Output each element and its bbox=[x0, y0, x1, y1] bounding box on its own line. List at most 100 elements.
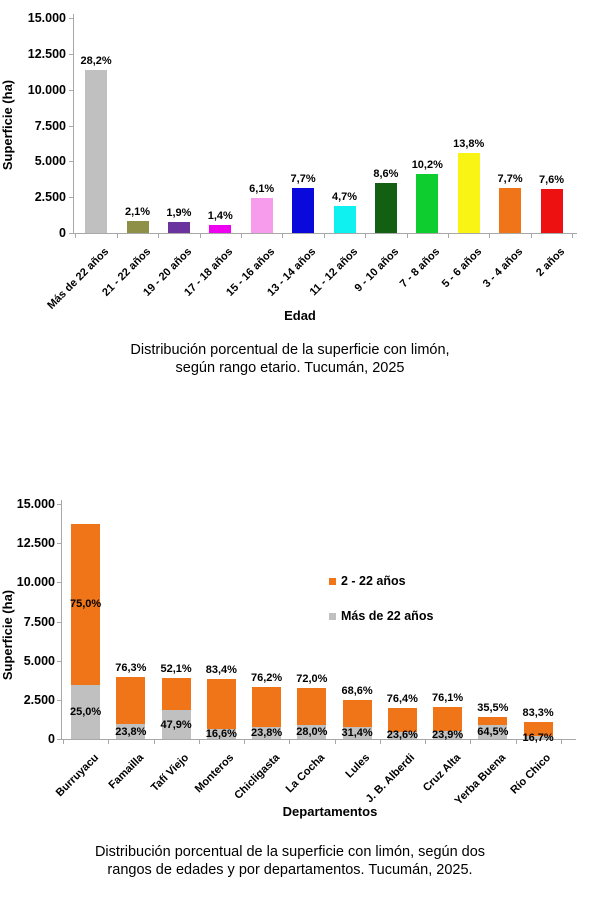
y-tick bbox=[69, 161, 73, 163]
x-axis-line bbox=[73, 233, 577, 234]
bar-percent-label: 52,1% bbox=[160, 663, 192, 676]
x-tick bbox=[425, 740, 426, 744]
y-tick bbox=[57, 621, 61, 623]
y-tick bbox=[69, 125, 73, 127]
legend-item: Más de 22 años bbox=[329, 609, 433, 623]
x-tick bbox=[199, 234, 201, 238]
bar-segment-bottom bbox=[206, 729, 236, 739]
bar-percent-label: 16,7% bbox=[522, 731, 554, 744]
x-tick bbox=[241, 234, 242, 238]
bar-segment-top bbox=[478, 717, 508, 725]
bar-percent-label: 16,6% bbox=[205, 728, 237, 741]
caption-line: rangos de edades y por departamentos. Tu… bbox=[107, 862, 473, 878]
y-tick-label: 0 bbox=[59, 226, 66, 240]
bar-percent-label: 7,7% bbox=[290, 173, 316, 186]
x-tick bbox=[334, 740, 336, 744]
x-tick bbox=[153, 740, 155, 744]
legend-item: 2 - 22 años bbox=[329, 574, 406, 588]
bar-segment-top bbox=[387, 707, 417, 732]
bar-segment-bottom bbox=[161, 710, 191, 739]
x-tick bbox=[198, 740, 200, 744]
bar-segment-bottom bbox=[523, 736, 553, 739]
y-tick-label: 5.000 bbox=[23, 653, 55, 668]
y-tick-label: 12.500 bbox=[27, 46, 66, 61]
caption-line: Distribución porcentual de la superficie… bbox=[94, 844, 486, 860]
bar-segment-bottom bbox=[71, 685, 101, 739]
x-tick bbox=[108, 740, 110, 744]
y-axis-line bbox=[73, 14, 74, 233]
y-axis-line bbox=[61, 500, 62, 739]
bar-segment-bottom bbox=[387, 731, 417, 739]
y-tick-label: 5.000 bbox=[34, 154, 66, 169]
bar-segment-bottom bbox=[297, 724, 327, 739]
y-tick bbox=[57, 699, 61, 701]
bar-segment-top bbox=[523, 722, 553, 737]
y-tick bbox=[57, 660, 61, 662]
y-tick bbox=[69, 89, 73, 91]
bar-segment-bottom bbox=[342, 726, 372, 739]
bar-segment-top bbox=[342, 699, 372, 727]
bar bbox=[85, 69, 108, 233]
bar-segment-top bbox=[433, 707, 463, 732]
bar bbox=[250, 197, 273, 233]
y-tick bbox=[69, 53, 73, 55]
bar-percent-label: 7,6% bbox=[538, 173, 565, 186]
x-tick bbox=[323, 234, 325, 238]
y-tick bbox=[69, 233, 73, 234]
bar-percent-label: 76,4% bbox=[386, 692, 418, 705]
bar-segment-bottom bbox=[252, 726, 282, 739]
bar bbox=[499, 188, 522, 233]
bar-percent-label: 64,5% bbox=[477, 725, 509, 738]
bar-percent-label: 76,2% bbox=[251, 671, 283, 684]
legend-swatch bbox=[329, 612, 336, 620]
bar-percent-label: 25,0% bbox=[70, 706, 102, 719]
x-axis-title: Edad bbox=[284, 308, 316, 323]
bar-percent-label: 28,2% bbox=[80, 54, 112, 67]
x-axis-line bbox=[61, 739, 576, 740]
y-tick-label: 10.000 bbox=[16, 575, 55, 590]
y-tick bbox=[69, 18, 73, 19]
x-tick bbox=[379, 740, 381, 744]
bar bbox=[292, 188, 315, 233]
bar-segment-top bbox=[161, 678, 191, 710]
y-tick-label: 7.500 bbox=[34, 118, 66, 133]
bar-segment-top bbox=[297, 687, 327, 725]
y-tick-label: 0 bbox=[48, 732, 55, 746]
bar-percent-label: 31,4% bbox=[341, 726, 373, 739]
bar-segment-top bbox=[71, 523, 101, 686]
y-tick bbox=[57, 543, 61, 545]
x-tick bbox=[406, 234, 408, 238]
bar-percent-label: 76,3% bbox=[115, 662, 147, 675]
bar-percent-label: 2,1% bbox=[124, 205, 151, 218]
bar-percent-label: 4,7% bbox=[331, 190, 358, 203]
x-tick bbox=[75, 234, 77, 238]
x-tick bbox=[530, 234, 532, 238]
y-tick-label: 10.000 bbox=[27, 82, 66, 97]
bar-segment-bottom bbox=[116, 724, 146, 739]
bar-percent-label: 35,5% bbox=[477, 702, 509, 715]
y-axis-title: Superficie (ha) bbox=[0, 589, 15, 681]
bar-percent-label: 75,0% bbox=[70, 598, 102, 611]
y-tick bbox=[57, 739, 61, 740]
bar bbox=[540, 188, 563, 233]
y-tick-label: 7.500 bbox=[23, 614, 55, 629]
x-tick bbox=[515, 740, 517, 744]
bar-percent-label: 7,7% bbox=[497, 173, 523, 186]
bar-segment-bottom bbox=[478, 724, 508, 739]
x-tick bbox=[470, 740, 472, 744]
y-tick-label: 2.500 bbox=[23, 692, 55, 707]
y-tick-label: 2.500 bbox=[34, 190, 66, 205]
x-tick bbox=[365, 234, 367, 238]
x-tick bbox=[282, 234, 284, 238]
bar-percent-label: 68,6% bbox=[341, 684, 373, 697]
bar-segment-top bbox=[206, 679, 236, 730]
bar-percent-label: 23,6% bbox=[386, 729, 418, 742]
y-tick-label: 15.000 bbox=[27, 11, 66, 25]
y-tick bbox=[57, 504, 61, 505]
bar-percent-label: 1,9% bbox=[166, 206, 192, 219]
bar bbox=[167, 221, 190, 233]
bar-percent-label: 47,9% bbox=[160, 718, 192, 731]
chart2-caption: Distribución porcentual de la superficie… bbox=[0, 843, 580, 879]
bar-percent-label: 23,8% bbox=[115, 725, 147, 738]
